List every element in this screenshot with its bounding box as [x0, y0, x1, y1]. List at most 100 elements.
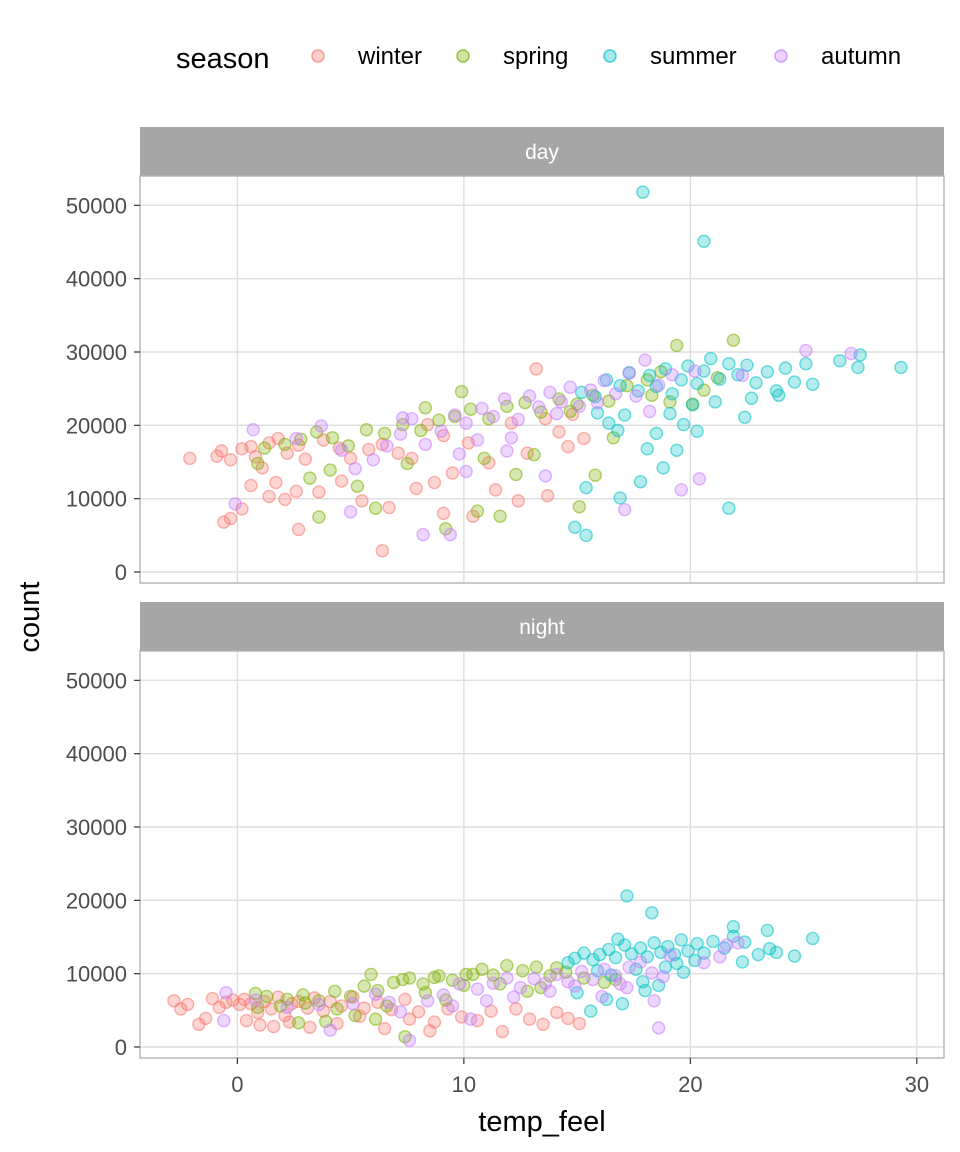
point-day-autumn-0 [228, 497, 242, 511]
point-night-autumn-9 [436, 988, 451, 1002]
point-day-autumn-20 [554, 395, 568, 409]
point-day-autumn-16 [511, 412, 525, 427]
point-night-winter-38 [536, 1017, 550, 1031]
point-day-autumn-27 [638, 353, 652, 367]
point-day-spring-27 [303, 471, 317, 485]
series-day-winter [183, 362, 591, 558]
point-day-summer-15 [713, 372, 727, 386]
point-day-winter-41 [529, 362, 544, 376]
point-day-spring-8 [377, 426, 392, 441]
y-tick-label-night-20000: 20000 [66, 888, 127, 913]
y-axis-title: count [14, 582, 46, 653]
legend-item-spring: spring [456, 43, 568, 70]
point-night-autumn-40 [543, 984, 557, 998]
legend-key-autumn [774, 49, 788, 63]
point-night-autumn-3 [280, 1000, 294, 1015]
point-day-winter-40 [511, 494, 525, 508]
point-day-winter-12 [298, 452, 313, 466]
point-night-autumn-24 [633, 955, 648, 969]
point-night-autumn-25 [645, 966, 659, 980]
point-day-summer-46 [685, 398, 700, 412]
point-day-summer-48 [744, 391, 759, 405]
point-day-autumn-18 [531, 400, 546, 414]
point-day-summer-49 [771, 388, 786, 402]
point-night-autumn-41 [445, 999, 460, 1013]
point-night-autumn-11 [470, 982, 485, 996]
point-night-winter-2 [180, 997, 195, 1012]
point-day-summer-6 [642, 368, 657, 383]
legend-item-summer: summer [603, 43, 737, 70]
legend-label-spring: spring [503, 43, 568, 70]
point-day-autumn-31 [735, 368, 750, 383]
facet-panels: day night [139, 127, 945, 1059]
point-night-autumn-21 [597, 962, 611, 976]
point-day-autumn-44 [343, 505, 358, 519]
point-night-spring-28 [330, 1002, 344, 1016]
point-night-autumn-12 [486, 976, 501, 990]
point-night-summer-6 [608, 950, 623, 965]
point-day-autumn-51 [452, 447, 467, 461]
point-day-summer-41 [579, 480, 593, 495]
point-day-autumn-15 [497, 392, 512, 406]
point-day-spring-36 [572, 500, 587, 514]
point-night-spring-6 [343, 989, 358, 1004]
point-night-summer-45 [636, 975, 650, 989]
point-night-summer-11 [647, 936, 661, 950]
point-day-summer-30 [636, 185, 650, 199]
point-day-spring-15 [500, 399, 514, 413]
point-night-winter-37 [522, 1012, 537, 1026]
series-day-autumn [228, 343, 858, 542]
point-night-autumn-18 [561, 975, 575, 989]
point-night-summer-2 [577, 946, 591, 960]
point-night-autumn-39 [506, 990, 521, 1004]
point-day-winter-2 [214, 444, 229, 458]
y-tick-label-night-40000: 40000 [66, 742, 127, 767]
point-day-summer-22 [778, 361, 793, 375]
point-night-autumn-6 [368, 987, 383, 1001]
panel-border-day [139, 175, 945, 584]
legend-key-winter [311, 49, 325, 63]
x-tick-label-30: 30 [905, 1072, 929, 1097]
point-day-autumn-1 [246, 423, 260, 437]
point-day-summer-39 [633, 475, 648, 489]
point-night-autumn-32 [651, 1021, 666, 1035]
point-night-winter-42 [239, 1013, 254, 1028]
point-night-summer-9 [633, 941, 648, 955]
point-night-autumn-45 [479, 994, 494, 1008]
point-day-autumn-14 [486, 409, 501, 424]
x-tick-label-20: 20 [678, 1072, 702, 1097]
y-tick-label-night-10000: 10000 [66, 962, 127, 987]
point-day-winter-34 [278, 492, 292, 507]
series-night-autumn [217, 936, 745, 1048]
point-day-autumn-47 [590, 395, 605, 410]
point-day-winter-3 [223, 453, 238, 467]
point-night-autumn-14 [513, 980, 528, 995]
point-night-summer-18 [697, 946, 711, 960]
y-tick-label-night-30000: 30000 [66, 815, 127, 840]
point-night-autumn-29 [719, 938, 734, 952]
point-night-spring-7 [357, 979, 371, 993]
point-night-winter-36 [509, 1002, 523, 1016]
point-day-summer-40 [613, 491, 627, 505]
point-day-spring-16 [518, 395, 532, 410]
point-day-summer-27 [851, 360, 865, 375]
point-night-summer-23 [751, 947, 765, 962]
point-night-autumn-8 [420, 994, 435, 1008]
point-day-autumn-32 [799, 343, 813, 358]
point-day-spring-35 [509, 467, 523, 482]
point-night-autumn-4 [312, 997, 326, 1012]
point-day-autumn-6 [366, 453, 380, 467]
point-night-spring-29 [348, 1008, 362, 1023]
point-night-spring-1 [260, 989, 274, 1004]
point-night-winter-51 [423, 1024, 437, 1038]
point-day-winter-25 [355, 494, 369, 508]
point-night-autumn-36 [463, 1012, 478, 1026]
point-day-autumn-40 [674, 483, 688, 497]
point-day-autumn-9 [418, 437, 433, 452]
point-night-winter-50 [402, 1012, 417, 1026]
point-day-autumn-17 [522, 389, 537, 403]
point-night-summer-46 [676, 965, 691, 979]
point-day-spring-26 [726, 333, 741, 347]
y-tick-label-day-0: 0 [115, 560, 127, 585]
point-day-spring-44 [418, 401, 433, 415]
